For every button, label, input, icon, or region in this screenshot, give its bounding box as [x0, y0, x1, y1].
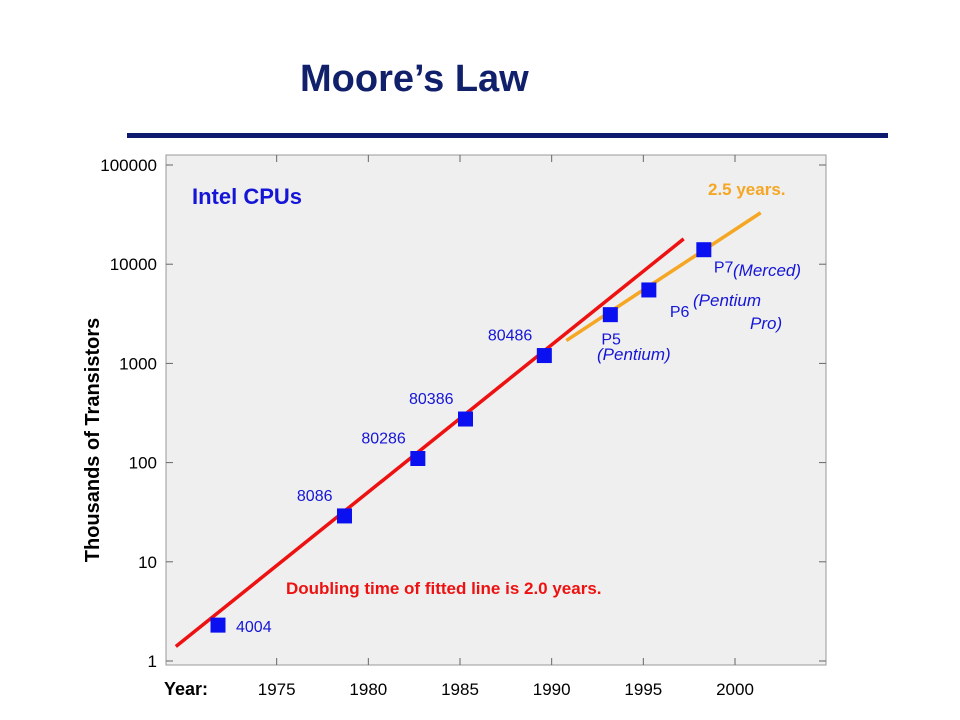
x-tick-label: 1980: [349, 680, 387, 699]
point-sublabel-P7: (Merced): [733, 261, 801, 280]
x-axis-ticks: 1975 1980 1985 1990 1995 2000: [258, 155, 754, 699]
title-divider: [127, 133, 888, 138]
cpu-point-80486: [536, 348, 552, 364]
y-tick-label: 10000: [110, 255, 157, 274]
point-label-P5: P5: [601, 332, 621, 349]
y-axis-ticks: 1 10 100 1000 10000 100000: [100, 156, 826, 671]
cpu-point-labels: 4004 8086 80286 80386 80486 P5 P6 P7 (Pentium) (P…: [236, 260, 801, 636]
x-axis-label: Year:: [164, 679, 208, 699]
cpu-point-P6: [641, 282, 657, 298]
x-tick-label: 2000: [716, 680, 754, 699]
cpu-point-P5: [602, 307, 618, 323]
point-label-80286: 80286: [361, 430, 406, 447]
y-tick-label: 100: [129, 454, 157, 473]
y-tick-label: 10: [138, 553, 157, 572]
point-label-4004: 4004: [236, 619, 272, 636]
plot-background: [165, 154, 827, 666]
cpu-point-8086: [337, 508, 352, 524]
point-label-P7: P7: [714, 260, 734, 277]
point-label-8086: 8086: [297, 488, 333, 505]
cpu-point-4004: [210, 617, 226, 633]
cpu-points: [210, 242, 712, 633]
chart-title: Intel CPUs: [192, 184, 302, 209]
point-label-80386: 80386: [409, 391, 454, 408]
doubling-time-annotation: Doubling time of fitted line is 2.0 year…: [286, 579, 602, 598]
point-sublabel-P6: (Pentium: [693, 291, 761, 310]
point-sublabel-P6: Pro): [750, 314, 782, 333]
later-doubling-annotation: 2.5 years.: [708, 180, 786, 199]
y-axis-label: Thousands of Transistors: [82, 318, 104, 562]
point-label-P6: P6: [670, 304, 690, 321]
cpu-point-80386: [458, 411, 473, 427]
cpu-point-80286: [410, 450, 426, 466]
x-tick-label: 1990: [533, 680, 571, 699]
x-tick-label: 1985: [441, 680, 479, 699]
fitted-lines: [174, 211, 762, 648]
cpu-point-P7: [696, 242, 712, 258]
point-label-80486: 80486: [488, 328, 533, 345]
y-tick-label: 1: [148, 652, 157, 671]
point-sublabel-P5: (Pentium): [597, 345, 671, 364]
y-tick-label: 100000: [100, 156, 157, 175]
y-tick-label: 1000: [119, 354, 157, 373]
fit-line-2-5yr: [565, 211, 762, 343]
x-tick-label: 1995: [624, 680, 662, 699]
slide-title: Moore’s Law: [300, 58, 529, 100]
x-tick-label: 1975: [258, 680, 296, 699]
fit-line-2yr: [174, 237, 685, 648]
